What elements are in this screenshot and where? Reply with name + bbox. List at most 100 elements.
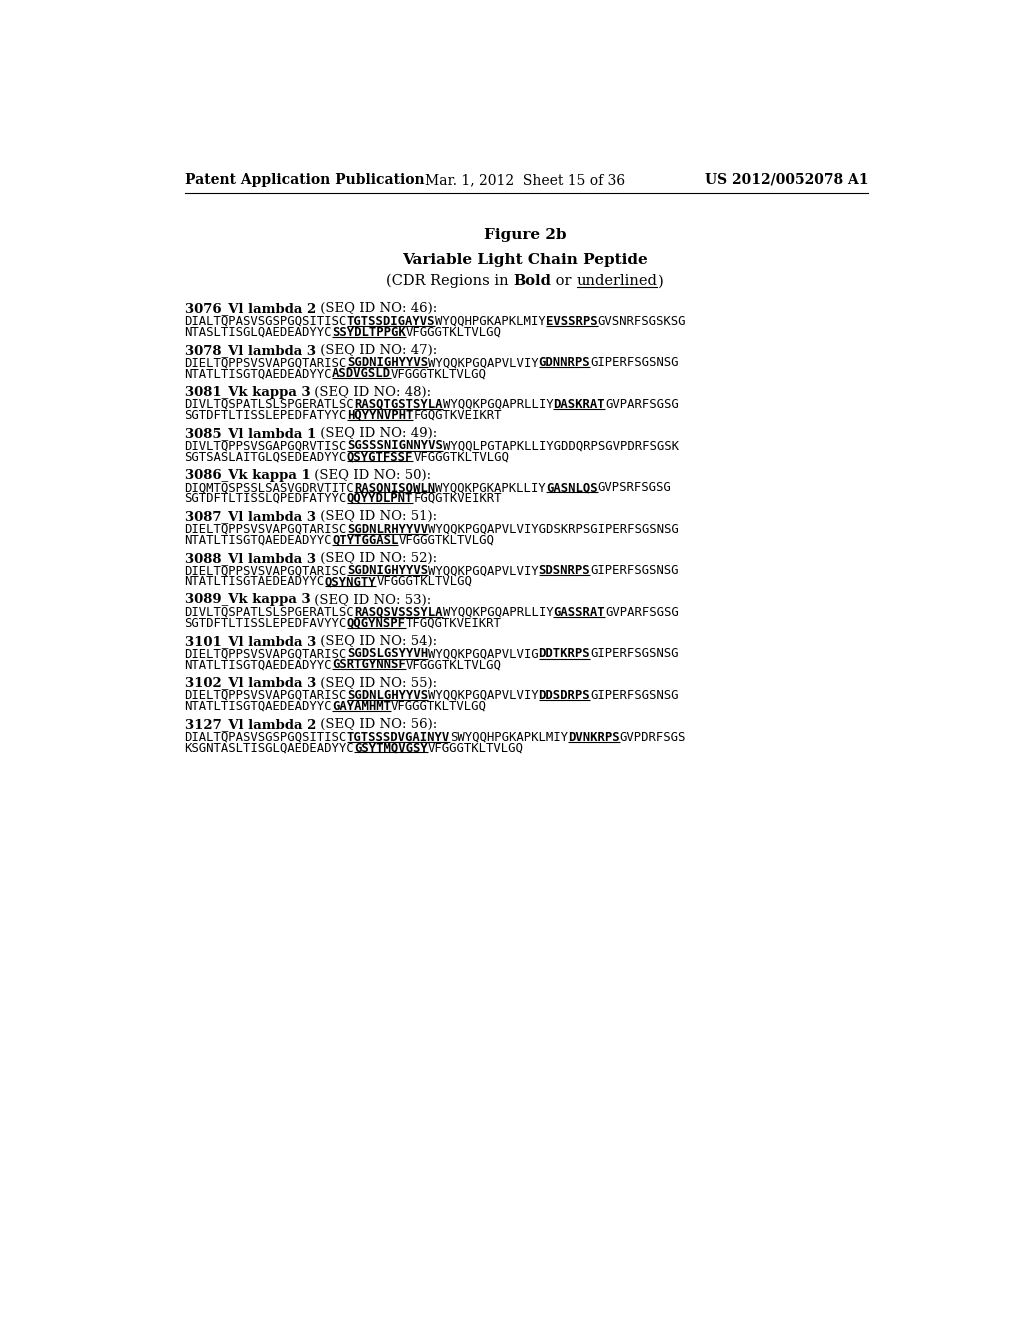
Text: (SEQ ID NO: 56):: (SEQ ID NO: 56): xyxy=(316,718,437,731)
Text: GVSNRFSGSKSG: GVSNRFSGSKSG xyxy=(598,314,686,327)
Text: DIQMTQSPSSLSASVGDRVTITC: DIQMTQSPSSLSASVGDRVTITC xyxy=(184,480,354,494)
Text: 3088_Vl lambda 3: 3088_Vl lambda 3 xyxy=(184,552,315,565)
Text: (SEQ ID NO: 49):: (SEQ ID NO: 49): xyxy=(315,428,437,440)
Text: FGQGTKVEIKRT: FGQGTKVEIKRT xyxy=(414,409,502,421)
Text: RASQTGSTSYLA: RASQTGSTSYLA xyxy=(354,397,442,411)
Text: ASDVGSLD: ASDVGSLD xyxy=(332,367,391,380)
Text: 3102_Vl lambda 3: 3102_Vl lambda 3 xyxy=(184,677,315,689)
Text: GAYAMHMT: GAYAMHMT xyxy=(332,700,391,713)
Text: NTATLTISGTAEDEADYYC: NTATLTISGTAEDEADYYC xyxy=(184,576,325,587)
Text: GSRTGYNNSF: GSRTGYNNSF xyxy=(332,659,406,671)
Text: 3101_Vl lambda 3: 3101_Vl lambda 3 xyxy=(184,635,315,648)
Text: VFGGGTKLTVLGQ: VFGGGTKLTVLGQ xyxy=(428,742,524,754)
Text: NTASLTISGLQAEDEADYYC: NTASLTISGLQAEDEADYYC xyxy=(184,326,332,338)
Text: Figure 2b: Figure 2b xyxy=(483,228,566,243)
Text: WYQQLPGTAPKLLIYGDDQRPSGVPDRFSGSK: WYQQLPGTAPKLLIYGDDQRPSGVPDRFSGSK xyxy=(442,440,679,453)
Text: (CDR Regions in: (CDR Regions in xyxy=(386,275,514,289)
Text: DIELTQPPSVSVAPGQTARISC: DIELTQPPSVSVAPGQTARISC xyxy=(184,647,347,660)
Text: SGSSSNIGNNYVS: SGSSSNIGNNYVS xyxy=(347,440,442,453)
Text: GDNNRPS: GDNNRPS xyxy=(539,356,590,370)
Text: WYQQKPGQAPVLVIY: WYQQKPGQAPVLVIY xyxy=(428,356,539,370)
Text: SGTSASLAITGLQSEDEADYYC: SGTSASLAITGLQSEDEADYYC xyxy=(184,450,347,463)
Text: 3087_Vl lambda 3: 3087_Vl lambda 3 xyxy=(184,511,315,523)
Text: GSYTMQVGSY: GSYTMQVGSY xyxy=(354,742,428,754)
Text: GASSRAT: GASSRAT xyxy=(553,606,605,619)
Text: GVPSRFSGSG: GVPSRFSGSG xyxy=(598,480,672,494)
Text: WYQQKPGQAPRLLIY: WYQQKPGQAPRLLIY xyxy=(442,397,553,411)
Text: SWYQQHPGKAPKLMIY: SWYQQHPGKAPKLMIY xyxy=(451,730,568,743)
Text: GVPARFSGSG: GVPARFSGSG xyxy=(605,397,679,411)
Text: (SEQ ID NO: 50):: (SEQ ID NO: 50): xyxy=(310,469,431,482)
Text: SGTDFTLTISSLEPEDFAVYYC: SGTDFTLTISSLEPEDFAVYYC xyxy=(184,616,347,630)
Text: RASQNISQWLN: RASQNISQWLN xyxy=(354,480,435,494)
Text: GASNLQS: GASNLQS xyxy=(546,480,598,494)
Text: DIELTQPPSVSVAPGQTARISC: DIELTQPPSVSVAPGQTARISC xyxy=(184,356,347,370)
Text: SSYDLTPPGK: SSYDLTPPGK xyxy=(332,326,406,338)
Text: SDSNRPS: SDSNRPS xyxy=(539,564,590,577)
Text: SGDNLRHYYVV: SGDNLRHYYVV xyxy=(347,523,428,536)
Text: QSYGTFSSF: QSYGTFSSF xyxy=(347,450,414,463)
Text: NTATLTISGTQAEDEADYYC: NTATLTISGTQAEDEADYYC xyxy=(184,659,332,671)
Text: TGTSSDIGAYVS: TGTSSDIGAYVS xyxy=(347,314,435,327)
Text: DIELTQPPSVSVAPGQTARISC: DIELTQPPSVSVAPGQTARISC xyxy=(184,523,347,536)
Text: 3081_Vk kappa 3: 3081_Vk kappa 3 xyxy=(184,385,310,399)
Text: (SEQ ID NO: 53):: (SEQ ID NO: 53): xyxy=(310,594,431,606)
Text: VFGGGTKLTVLGQ: VFGGGTKLTVLGQ xyxy=(406,326,502,338)
Text: VFGGGTKLTVLGQ: VFGGGTKLTVLGQ xyxy=(391,367,487,380)
Text: (SEQ ID NO: 55):: (SEQ ID NO: 55): xyxy=(315,677,437,689)
Text: (SEQ ID NO: 46):: (SEQ ID NO: 46): xyxy=(315,302,437,315)
Text: VFGGGTKLTVLGQ: VFGGGTKLTVLGQ xyxy=(398,533,495,546)
Text: DIELTQPPSVSVAPGQTARISC: DIELTQPPSVSVAPGQTARISC xyxy=(184,689,347,702)
Text: QTYTGGASL: QTYTGGASL xyxy=(332,533,398,546)
Text: 3089_Vk kappa 3: 3089_Vk kappa 3 xyxy=(184,594,310,606)
Text: GVPDRFSGS: GVPDRFSGS xyxy=(620,730,686,743)
Text: EVSSRPS: EVSSRPS xyxy=(546,314,598,327)
Text: WYQQKPGQAPVLVIY: WYQQKPGQAPVLVIY xyxy=(428,564,539,577)
Text: US 2012/0052078 A1: US 2012/0052078 A1 xyxy=(705,173,868,187)
Text: SGDSLGSYYVH: SGDSLGSYYVH xyxy=(347,647,428,660)
Text: GVPARFSGSG: GVPARFSGSG xyxy=(605,606,679,619)
Text: TGTSSSDVGAINYV: TGTSSSDVGAINYV xyxy=(347,730,451,743)
Text: DIVLTQSPATLSLSPGERATLSC: DIVLTQSPATLSLSPGERATLSC xyxy=(184,397,354,411)
Text: DIALTQPASVSGSPGQSITISC: DIALTQPASVSGSPGQSITISC xyxy=(184,314,347,327)
Text: WYQQKPGQAPVLVIY: WYQQKPGQAPVLVIY xyxy=(428,689,539,702)
Text: Patent Application Publication: Patent Application Publication xyxy=(184,173,424,187)
Text: ): ) xyxy=(657,275,664,289)
Text: TFGQGTKVEIKRT: TFGQGTKVEIKRT xyxy=(406,616,502,630)
Text: DDTKRPS: DDTKRPS xyxy=(539,647,590,660)
Text: DVNKRPS: DVNKRPS xyxy=(568,730,620,743)
Text: DIALTQPASVSGSPGQSITISC: DIALTQPASVSGSPGQSITISC xyxy=(184,730,347,743)
Text: SGTDFTLTISSLQPEDFATYYC: SGTDFTLTISSLQPEDFATYYC xyxy=(184,492,347,504)
Text: 3085_Vl lambda 1: 3085_Vl lambda 1 xyxy=(184,428,315,440)
Text: 3086_Vk kappa 1: 3086_Vk kappa 1 xyxy=(184,469,310,482)
Text: QSYNGTY: QSYNGTY xyxy=(325,576,377,587)
Text: NTATLTISGTQAEDEADYYC: NTATLTISGTQAEDEADYYC xyxy=(184,533,332,546)
Text: WYQQKPGQAPVLVIYGDSKRPSGIPERFSGSNSG: WYQQKPGQAPVLVIYGDSKRPSGIPERFSGSNSG xyxy=(428,523,679,536)
Text: DDSDRPS: DDSDRPS xyxy=(539,689,590,702)
Text: DIVLTQPPSVSGAPGQRVTISC: DIVLTQPPSVSGAPGQRVTISC xyxy=(184,440,347,453)
Text: HQYYNVPHT: HQYYNVPHT xyxy=(347,409,414,421)
Text: 3076_Vl lambda 2: 3076_Vl lambda 2 xyxy=(184,302,315,315)
Text: GIPERFSGSNSG: GIPERFSGSNSG xyxy=(590,356,679,370)
Text: DIVLTQSPATLSLSPGERATLSC: DIVLTQSPATLSLSPGERATLSC xyxy=(184,606,354,619)
Text: KSGNTASLTISGLQAEDEADYYC: KSGNTASLTISGLQAEDEADYYC xyxy=(184,742,354,754)
Text: QQYYDLPNT: QQYYDLPNT xyxy=(347,492,414,504)
Text: WYQQKPGQAPVLVIG: WYQQKPGQAPVLVIG xyxy=(428,647,539,660)
Text: Bold: Bold xyxy=(514,275,552,289)
Text: Mar. 1, 2012  Sheet 15 of 36: Mar. 1, 2012 Sheet 15 of 36 xyxy=(425,173,625,187)
Text: SGDNIGHYYVS: SGDNIGHYYVS xyxy=(347,356,428,370)
Text: (SEQ ID NO: 52):: (SEQ ID NO: 52): xyxy=(315,552,436,565)
Text: SGDNLGHYYVS: SGDNLGHYYVS xyxy=(347,689,428,702)
Text: GIPERFSGSNSG: GIPERFSGSNSG xyxy=(590,689,679,702)
Text: 3127_Vl lambda 2: 3127_Vl lambda 2 xyxy=(184,718,316,731)
Text: WYQQHPGKAPKLMIY: WYQQHPGKAPKLMIY xyxy=(435,314,546,327)
Text: FGQGTKVEIKRT: FGQGTKVEIKRT xyxy=(414,492,502,504)
Text: GIPERFSGSNSG: GIPERFSGSNSG xyxy=(590,564,679,577)
Text: (SEQ ID NO: 47):: (SEQ ID NO: 47): xyxy=(315,345,437,356)
Text: WYQQKPGKAPKLLIY: WYQQKPGKAPKLLIY xyxy=(435,480,546,494)
Text: or: or xyxy=(552,275,577,289)
Text: (SEQ ID NO: 54):: (SEQ ID NO: 54): xyxy=(315,635,437,648)
Text: VFGGGTKLTVLGQ: VFGGGTKLTVLGQ xyxy=(377,576,472,587)
Text: WYQQKPGQAPRLLIY: WYQQKPGQAPRLLIY xyxy=(442,606,553,619)
Text: VFGGGTKLTVLGQ: VFGGGTKLTVLGQ xyxy=(414,450,509,463)
